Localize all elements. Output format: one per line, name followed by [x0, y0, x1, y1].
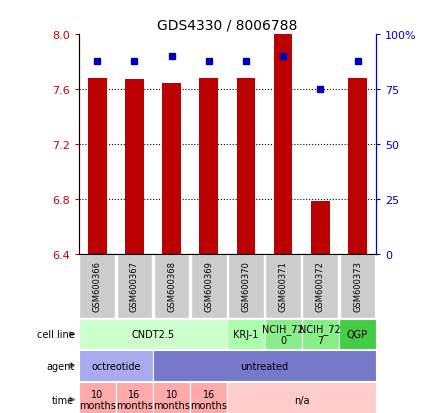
Bar — [311, 202, 330, 254]
Bar — [340, 254, 375, 318]
Bar — [303, 254, 338, 318]
Bar — [79, 319, 227, 349]
Bar — [162, 84, 181, 254]
Bar — [88, 79, 107, 254]
Bar — [227, 319, 264, 349]
Text: 10
months: 10 months — [79, 389, 116, 411]
Bar — [125, 80, 144, 254]
Text: GSM600372: GSM600372 — [316, 261, 325, 311]
Bar — [228, 254, 264, 318]
Bar — [79, 351, 153, 381]
Text: KRJ-1: KRJ-1 — [233, 329, 259, 339]
Bar — [79, 254, 115, 318]
Bar — [154, 254, 190, 318]
Bar — [227, 382, 376, 413]
Text: GSM600369: GSM600369 — [204, 261, 213, 311]
Text: NCIH_72
0: NCIH_72 0 — [262, 323, 304, 346]
Text: 16
months: 16 months — [190, 389, 227, 411]
Bar — [153, 351, 376, 381]
Text: untreated: untreated — [241, 361, 289, 371]
Text: QGP: QGP — [347, 329, 368, 339]
Bar — [190, 382, 227, 413]
Text: cell line: cell line — [37, 329, 74, 339]
Bar — [116, 254, 152, 318]
Text: 10
months: 10 months — [153, 389, 190, 411]
Text: octreotide: octreotide — [91, 361, 141, 371]
Text: GSM600373: GSM600373 — [353, 261, 362, 311]
Text: GSM600368: GSM600368 — [167, 261, 176, 311]
Bar — [264, 319, 302, 349]
Text: GSM600367: GSM600367 — [130, 261, 139, 311]
Text: CNDT2.5: CNDT2.5 — [131, 329, 175, 339]
Bar — [237, 79, 255, 254]
Text: NCIH_72
7: NCIH_72 7 — [300, 323, 341, 346]
Text: agent: agent — [46, 361, 74, 371]
Title: GDS4330 / 8006788: GDS4330 / 8006788 — [157, 19, 298, 33]
Bar — [274, 35, 292, 254]
Text: GSM600370: GSM600370 — [241, 261, 250, 311]
Text: 16
months: 16 months — [116, 389, 153, 411]
Bar — [302, 319, 339, 349]
Bar — [153, 382, 190, 413]
Text: n/a: n/a — [294, 394, 309, 405]
Bar — [116, 382, 153, 413]
Text: GSM600371: GSM600371 — [279, 261, 288, 311]
Bar — [348, 79, 367, 254]
Bar — [265, 254, 301, 318]
Bar — [191, 254, 227, 318]
Text: time: time — [52, 394, 74, 405]
Text: GSM600366: GSM600366 — [93, 261, 102, 311]
Bar — [79, 382, 116, 413]
Bar — [339, 319, 376, 349]
Bar — [199, 79, 218, 254]
